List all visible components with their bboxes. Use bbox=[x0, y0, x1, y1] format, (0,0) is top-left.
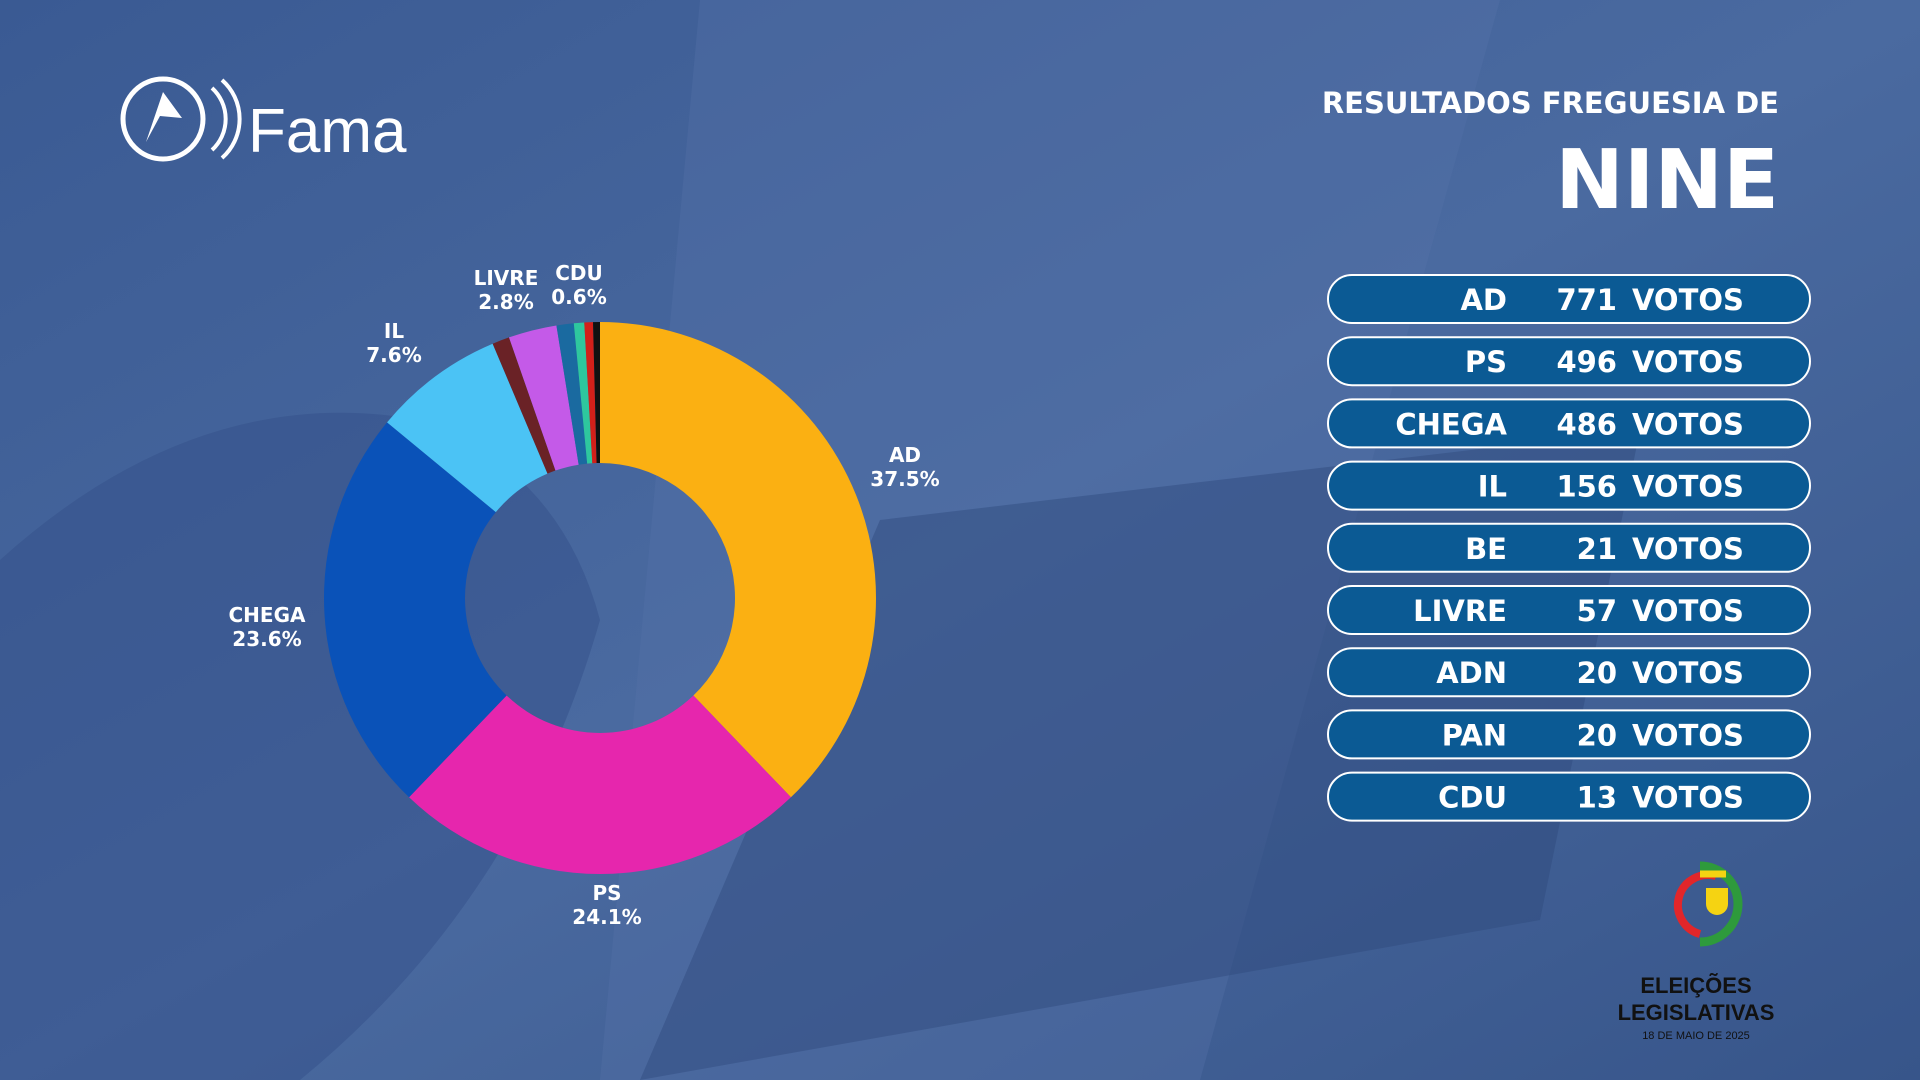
slice-label: AD bbox=[889, 443, 921, 467]
party-votes: 57 bbox=[1577, 594, 1617, 628]
header-place: NINE bbox=[1555, 133, 1779, 228]
votes-unit: VOTOS bbox=[1632, 407, 1744, 441]
party-name: PS bbox=[1465, 345, 1507, 379]
donut-slice bbox=[387, 343, 548, 513]
party-name: PAN bbox=[1442, 718, 1507, 752]
party-name: AD bbox=[1460, 283, 1507, 317]
slice-label: LIVRE bbox=[474, 266, 539, 290]
slice-label: CDU bbox=[555, 261, 603, 285]
party-votes: 496 bbox=[1556, 345, 1617, 379]
result-pill bbox=[1327, 336, 1811, 387]
party-name: CDU bbox=[1438, 781, 1507, 815]
election-logo: ELEIÇÕES LEGISLATIVAS 18 DE MAIO DE 2025 bbox=[1618, 861, 1775, 1042]
party-name: ADN bbox=[1436, 656, 1507, 690]
logo-waves bbox=[210, 78, 242, 160]
votes-unit: VOTOS bbox=[1632, 532, 1744, 566]
results-list: AD 771 VOTOS PS 496 VOTOS CHEGA 486 VOTOS IL 156 VO… bbox=[1327, 274, 1811, 822]
donut-slice bbox=[593, 322, 600, 464]
votes-unit: VOTOS bbox=[1632, 283, 1744, 317]
result-pill bbox=[1327, 585, 1811, 635]
party-votes: 21 bbox=[1577, 532, 1617, 566]
slice-value-label: 0.6% bbox=[551, 285, 606, 309]
slice-value-label: 7.6% bbox=[366, 343, 421, 367]
party-votes: 20 bbox=[1577, 718, 1617, 752]
result-pill bbox=[1327, 460, 1811, 511]
donut-slice bbox=[324, 422, 507, 798]
header-title: RESULTADOS FREGUESIA DE bbox=[1322, 86, 1779, 120]
slice-label: CHEGA bbox=[229, 603, 306, 627]
votes-unit: VOTOS bbox=[1632, 594, 1744, 628]
slice-label: PS bbox=[592, 881, 621, 905]
background-shape bbox=[600, 0, 1500, 1080]
party-votes: 486 bbox=[1556, 407, 1617, 441]
donut-slice bbox=[409, 695, 791, 874]
logo-icon bbox=[146, 92, 182, 142]
logo-line2: LEGISLATIVAS bbox=[1618, 1000, 1775, 1025]
logo-circle bbox=[120, 76, 206, 162]
donut-slice bbox=[573, 322, 593, 464]
slice-value-label: 37.5% bbox=[870, 467, 939, 491]
party-votes: 156 bbox=[1556, 470, 1617, 504]
slice-value-label: 23.6% bbox=[232, 627, 301, 651]
votes-unit: VOTOS bbox=[1632, 470, 1744, 504]
slice-value-label: 2.8% bbox=[478, 290, 533, 314]
votes-unit: VOTOS bbox=[1632, 345, 1744, 379]
party-votes: 13 bbox=[1577, 781, 1617, 815]
donut-slice bbox=[584, 322, 597, 464]
votes-unit: VOTOS bbox=[1632, 781, 1744, 815]
slice-value-label: 24.1% bbox=[572, 905, 641, 929]
party-name: CHEGA bbox=[1395, 407, 1507, 441]
donut-slice bbox=[492, 337, 556, 474]
result-pill bbox=[1327, 709, 1811, 760]
party-votes: 20 bbox=[1577, 656, 1617, 690]
result-pill bbox=[1327, 522, 1811, 573]
donut-slice bbox=[600, 322, 876, 798]
result-pill bbox=[1327, 647, 1811, 698]
party-votes: 771 bbox=[1556, 283, 1617, 317]
votes-unit: VOTOS bbox=[1632, 718, 1744, 752]
donut-slice bbox=[508, 325, 579, 471]
result-pill bbox=[1327, 398, 1811, 449]
result-pill bbox=[1327, 274, 1811, 324]
logo-date: 18 DE MAIO DE 2025 bbox=[1642, 1030, 1750, 1042]
party-name: LIVRE bbox=[1413, 594, 1507, 628]
slice-label: IL bbox=[384, 319, 404, 343]
votes-unit: VOTOS bbox=[1632, 656, 1744, 690]
donut-slice bbox=[556, 323, 588, 465]
result-pill bbox=[1327, 771, 1811, 822]
brand-name: Fama bbox=[248, 97, 407, 166]
party-name: BE bbox=[1465, 532, 1507, 566]
party-name: IL bbox=[1478, 470, 1507, 504]
brand-logo: Fama bbox=[120, 76, 407, 166]
logo-line1: ELEIÇÕES bbox=[1640, 973, 1751, 998]
